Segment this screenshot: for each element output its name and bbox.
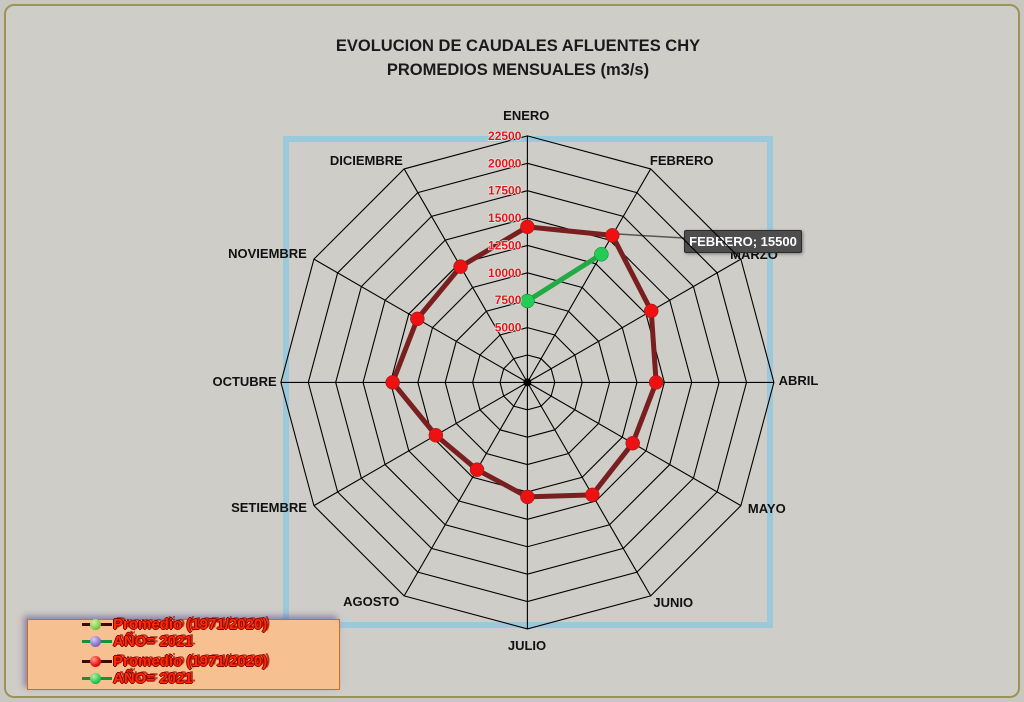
svg-text:12500: 12500 [488,239,522,253]
svg-text:22500: 22500 [488,129,522,143]
svg-text:20000: 20000 [488,156,522,170]
svg-text:17500: 17500 [488,184,522,198]
svg-text:5000: 5000 [495,321,522,335]
svg-text:15000: 15000 [488,211,522,225]
svg-text:7500: 7500 [495,293,522,307]
svg-text:10000: 10000 [488,266,522,280]
